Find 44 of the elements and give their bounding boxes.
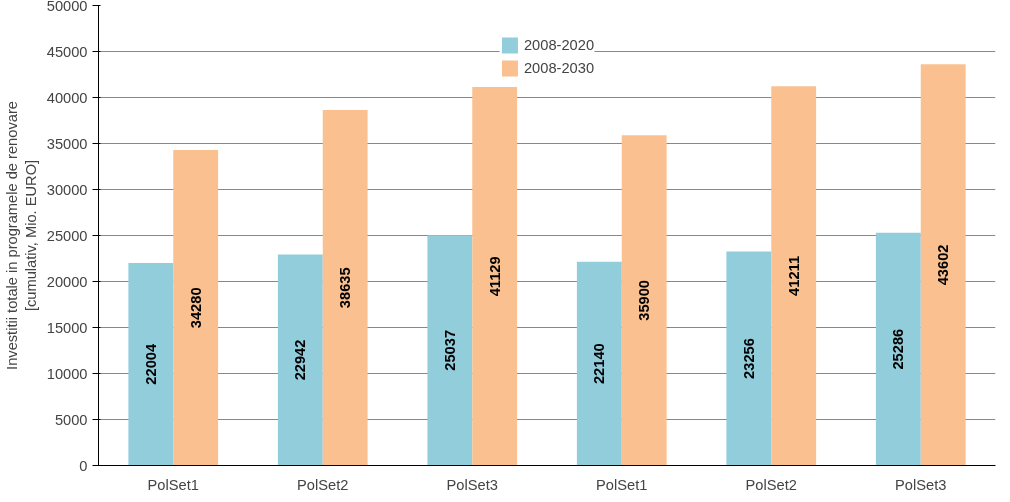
data-label: 22140 <box>591 343 608 385</box>
x-tick-label: PolSet2 <box>297 476 349 493</box>
data-label: 22942 <box>292 339 309 381</box>
y-tick-label: 10000 <box>46 365 88 382</box>
data-label: 41129 <box>486 256 503 297</box>
x-tick-label: PolSet1 <box>147 476 199 493</box>
y-tick-label: 0 <box>79 457 88 474</box>
bar <box>173 150 219 466</box>
x-tick-label: PolSet2 <box>745 476 797 493</box>
y-tick-label: 20000 <box>46 273 88 290</box>
bar <box>621 135 667 466</box>
bar <box>875 232 921 466</box>
data-label: 35900 <box>636 279 653 321</box>
bar <box>277 254 323 466</box>
y-tick-label: 5000 <box>54 411 88 428</box>
y-tick-label: 45000 <box>46 43 88 60</box>
data-label: 41211 <box>785 255 802 296</box>
x-tick-label: PolSet3 <box>895 476 947 493</box>
data-label: 25286 <box>890 328 907 370</box>
bar <box>576 261 622 466</box>
y-tick-label: 50000 <box>46 0 88 14</box>
y-tick-label: 15000 <box>46 319 88 336</box>
x-tick-label: PolSet3 <box>446 476 498 493</box>
bar <box>771 86 817 466</box>
y-tick-label: 30000 <box>46 181 88 198</box>
bar <box>920 64 966 466</box>
data-label: 43602 <box>935 244 952 286</box>
data-label: 25037 <box>441 329 458 371</box>
data-label: 38635 <box>337 267 354 309</box>
y-tick-label: 40000 <box>46 89 88 106</box>
bar <box>427 235 473 466</box>
data-label: 34280 <box>187 287 204 329</box>
bar <box>128 263 174 466</box>
y-tick-label: 25000 <box>46 227 88 244</box>
y-axis-title: Investitii totale in programele de renovare [cumulativ, Mio. EURO] <box>3 101 39 370</box>
legend-label: 2008-2030 <box>523 60 595 76</box>
bar <box>472 87 518 466</box>
data-label: 23256 <box>740 338 757 379</box>
data-label: 22004 <box>142 343 159 385</box>
legend-label: 2008-2020 <box>523 37 595 53</box>
y-tick-label: 35000 <box>46 135 88 152</box>
bar <box>726 251 772 466</box>
bar <box>322 110 368 466</box>
x-tick-label: PolSet1 <box>596 476 648 493</box>
